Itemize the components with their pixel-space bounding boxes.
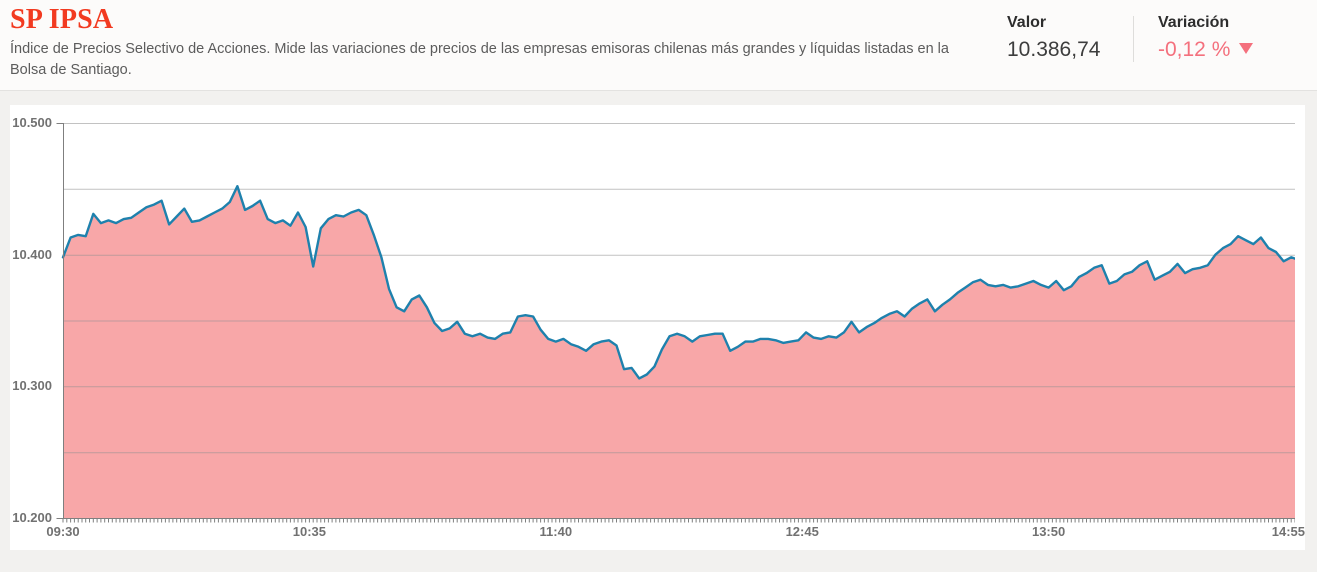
chart-card: 10.500 10.400 10.300 10.200 09:30 10:35 11:40… [10, 105, 1305, 550]
x-axis-label: 10:35 [292, 524, 327, 539]
area-fill [63, 186, 1295, 518]
minute-ticks [62, 518, 1295, 523]
page-title: SP IPSA [10, 4, 114, 35]
index-description-line1: Índice de Precios Selectivo de Acciones.… [10, 41, 949, 57]
header: SP IPSA Índice de Precios Selectivo de A… [0, 0, 1317, 91]
index-description-line2: Bolsa de Santiago. [10, 62, 132, 78]
index-description: Índice de Precios Selectivo de Acciones.… [10, 39, 955, 81]
x-axis-label: 14:55 [1271, 524, 1305, 539]
gridlines [63, 123, 1295, 454]
variacion-value: -0,12 % [1158, 38, 1254, 62]
variacion-stat: Variación -0,12 % [1158, 14, 1254, 62]
variacion-value-text: -0,12 % [1158, 38, 1231, 61]
y-axis-label: 10.200 [12, 510, 52, 525]
y-axis-label: 10.300 [12, 378, 52, 394]
x-axis-label: 09:30 [46, 524, 80, 539]
price-line [61, 185, 1295, 380]
valor-stat: Valor 10.386,74 [1007, 14, 1100, 62]
axes [56, 123, 1295, 519]
x-axis-label: 13:50 [1031, 524, 1066, 539]
x-axis-label: 12:45 [785, 524, 819, 539]
valor-value: 10.386,74 [1007, 38, 1101, 61]
valor-label: Valor [1007, 14, 1047, 31]
y-axis-label: 10.400 [12, 246, 52, 262]
arrow-down-icon [1239, 43, 1254, 54]
chart-plot[interactable] [56, 123, 1295, 523]
y-axis-label: 10.500 [12, 115, 52, 130]
x-axis-label: 11:40 [539, 524, 573, 539]
variacion-label: Variación [1158, 14, 1230, 31]
stats-divider [1133, 16, 1134, 62]
